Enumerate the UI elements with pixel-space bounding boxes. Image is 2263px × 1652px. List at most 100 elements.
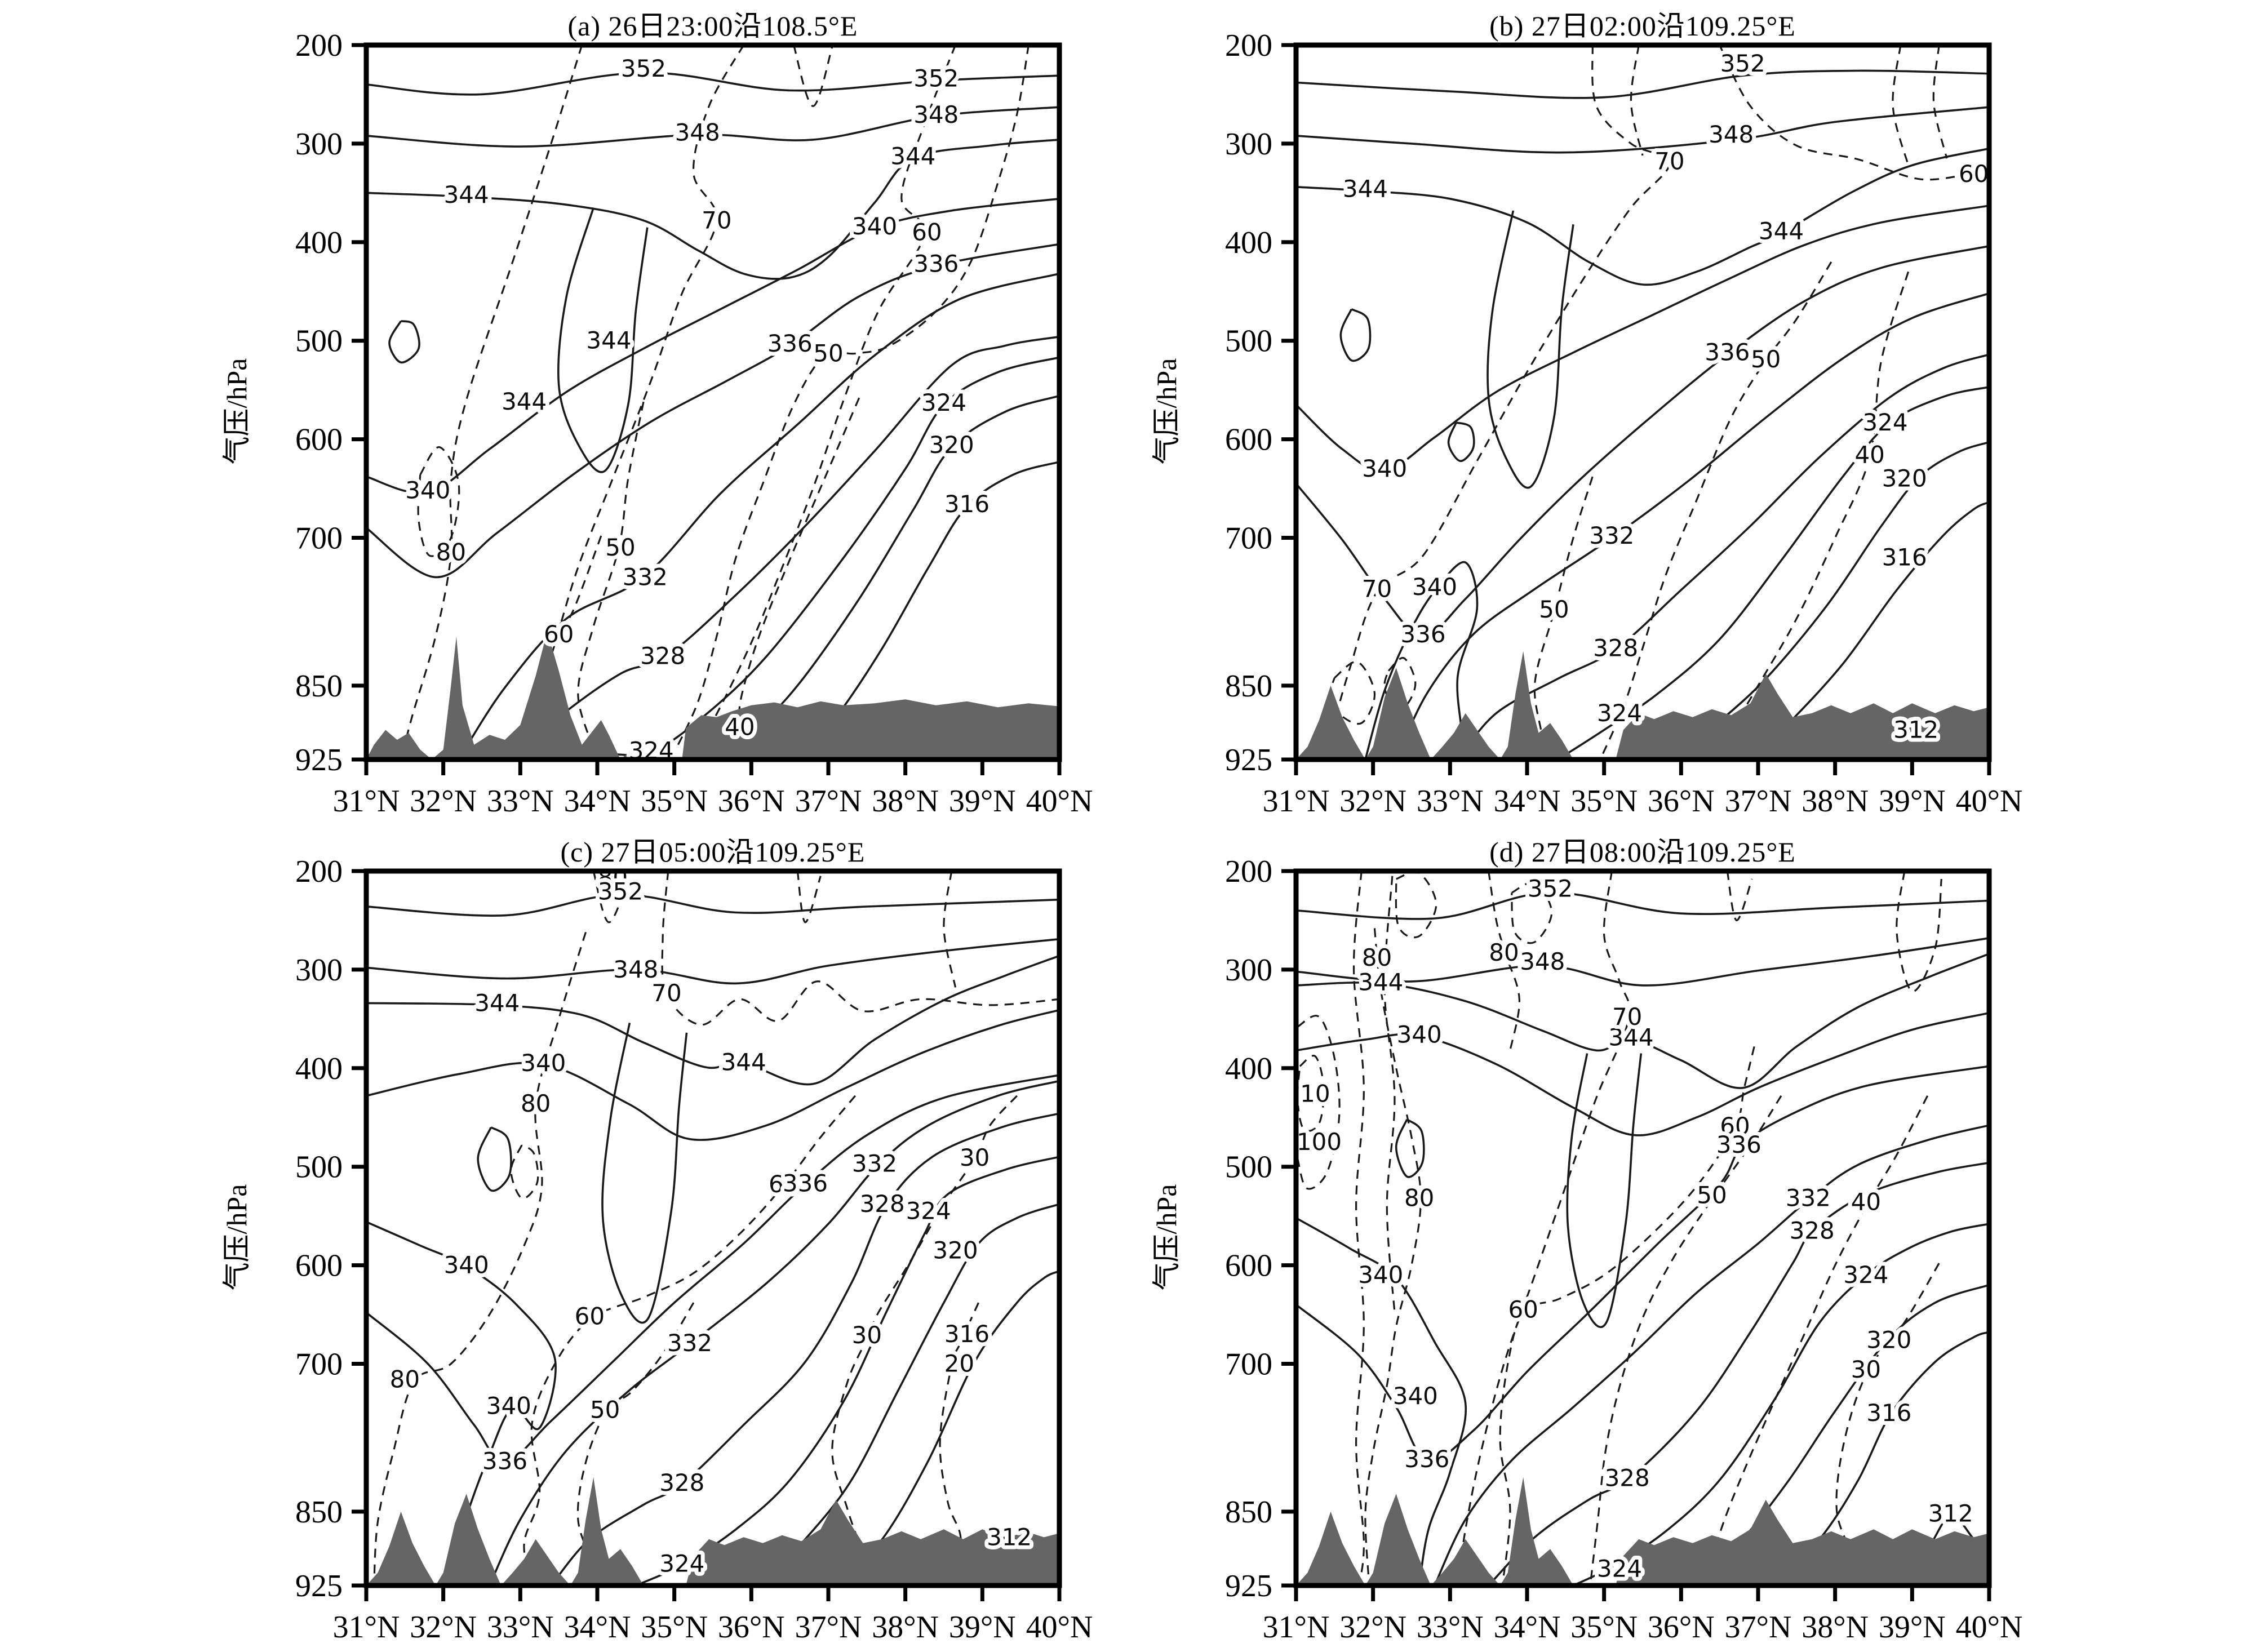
panel-c: (c) 27日05:00沿109.25°E 气压/hPa 80 352 348 70 3… [163,826,1125,1652]
theta-contour-328 [512,335,1059,760]
x-tick-label: 33°N [487,784,554,819]
contour-label-348: 348 [613,956,658,983]
terrain-silhouette [1296,651,1989,760]
contour-label-336: 336 [783,1169,828,1197]
theta-contour-336 [1296,245,1989,638]
x-tick-label: 40°N [1026,1610,1093,1645]
rh-contour-90 [1383,876,1396,1313]
contour-label-328: 328 [1790,1216,1835,1244]
contour-label-352: 352 [1528,874,1573,902]
panel-a: (a) 26日23:00沿108.5°E 气压/hPa 352 352 348 348… [163,0,1125,826]
y-tick-label: 300 [1225,127,1272,162]
theta-contour-324 [558,356,1059,760]
panel-b: (b) 27日02:00沿109.25°E 气压/hPa 352 348 344 34… [1093,0,2055,826]
rh-contour-40 [1705,1095,1929,1586]
contour-label-60: 60 [769,1170,798,1198]
theta-contour-340 [1447,421,1475,462]
contour-label-328: 328 [659,1469,704,1496]
theta-contour-340 [1339,308,1372,362]
contour-label-336: 336 [1400,620,1445,648]
y-tick-label: 925 [295,1569,343,1604]
theta-contour-324 [1557,386,1989,760]
contour-label-344: 344 [890,143,935,170]
contour-label-80: 80 [1404,1184,1434,1212]
y-tick-label: 850 [1225,1495,1272,1530]
contour-label-316: 316 [1866,1399,1911,1427]
contour-label-20: 20 [944,1349,974,1377]
theta-contour-332 [1395,292,1989,760]
y-tick-label: 200 [1225,854,1272,889]
y-tick-label: 600 [1225,1249,1272,1284]
theta-contour-328 [1457,353,1989,760]
contour-label-324: 324 [921,389,966,416]
y-tick-label: 400 [1225,1051,1272,1086]
x-tick-label: 32°N [410,784,477,819]
contour-label-328: 328 [640,642,685,669]
x-tick-label: 37°N [795,1610,862,1645]
theta-contour-344 [388,319,420,364]
x-tick-label: 40°N [1956,1610,2023,1645]
contour-label-332: 332 [852,1149,897,1177]
y-tick-label: 925 [295,743,343,778]
theta-contour-344 [1296,953,1989,1089]
x-tick-label: 38°N [1801,784,1869,819]
contour-label-316: 316 [944,1320,989,1348]
contour-label-344: 344 [586,327,631,354]
rh-contour-80 [510,1144,539,1200]
y-tick-label: 200 [295,854,343,889]
contour-label-336: 336 [1404,1445,1449,1473]
contour-label-344: 344 [1358,969,1403,996]
contour-field: 352 348 344 344 340 340 336 336 332 328 324 324 320 3… [1296,45,1989,760]
x-tick-label: 32°N [1339,784,1406,819]
contour-label-328: 328 [860,1190,905,1218]
contour-label-328: 328 [1605,1464,1650,1491]
theta-contour-336 [366,1074,1059,1464]
x-tick-label: 31°N [333,784,400,819]
contour-label-316: 316 [1882,543,1927,571]
y-tick-label: 500 [1225,324,1272,359]
x-tick-label: 35°N [641,1610,708,1645]
contour-label-80: 80 [1489,939,1519,966]
contour-label-336: 336 [913,250,959,277]
theta-contour-344 [366,139,1059,280]
terrain-silhouette [366,631,1059,760]
x-axis: 31°N 32°N 33°N 34°N 35°N 36°N 37°N 38°N 39°N 40°N [333,1586,1093,1645]
theta-contour-332 [489,1080,1059,1586]
panel-a-plot-area: 352 352 348 348 344 344 344 344 340 340 336 336 332 3… [295,28,1093,819]
contour-label-336: 336 [1705,339,1750,366]
theta-contour-344 [1296,147,1989,286]
contour-label-352: 352 [913,64,959,92]
contour-label-320: 320 [933,1236,978,1264]
rh-contour-70 [1726,871,1753,922]
y-tick-label: 400 [295,1051,343,1086]
contour-label-344: 344 [721,1048,766,1076]
rh-contour-60 [523,1095,857,1586]
theta-contour-348 [1296,106,1989,154]
contour-label-50: 50 [1539,596,1569,623]
y-tick-label: 300 [295,953,343,988]
rh-contour-70 [1457,871,1631,1586]
x-axis: 31°N 32°N 33°N 34°N 35°N 36°N 37°N 38°N 39°N 40°N [1263,1586,2023,1645]
plot-frame [1293,42,1992,762]
x-tick-label: 34°N [564,784,631,819]
contour-label-50: 50 [1751,345,1781,373]
theta-contour-352 [1296,891,1989,920]
x-tick-label: 36°N [1648,784,1715,819]
contour-label-70: 70 [702,206,731,234]
theta-contour-340 [366,1009,1059,1141]
y-tick-label: 925 [1225,743,1272,778]
contour-label-348: 348 [913,101,959,128]
y-tick-label: 200 [295,28,343,63]
rh-contour-70 [661,871,1059,1026]
panel-b-plot-area: 352 348 344 344 340 340 336 336 332 328 324 324 320 3… [1225,28,2022,819]
contour-label-340: 340 [1397,1020,1442,1048]
theta-contour-344 [1487,210,1574,489]
y-tick-label: 400 [1225,225,1272,260]
contour-label-332: 332 [623,563,668,590]
theta-contour-352 [366,72,1059,96]
contour-label-340: 340 [521,1049,566,1077]
contour-label-60: 60 [1959,160,1989,188]
contour-label-344: 344 [444,181,489,208]
rh-contour-70 [796,871,822,923]
